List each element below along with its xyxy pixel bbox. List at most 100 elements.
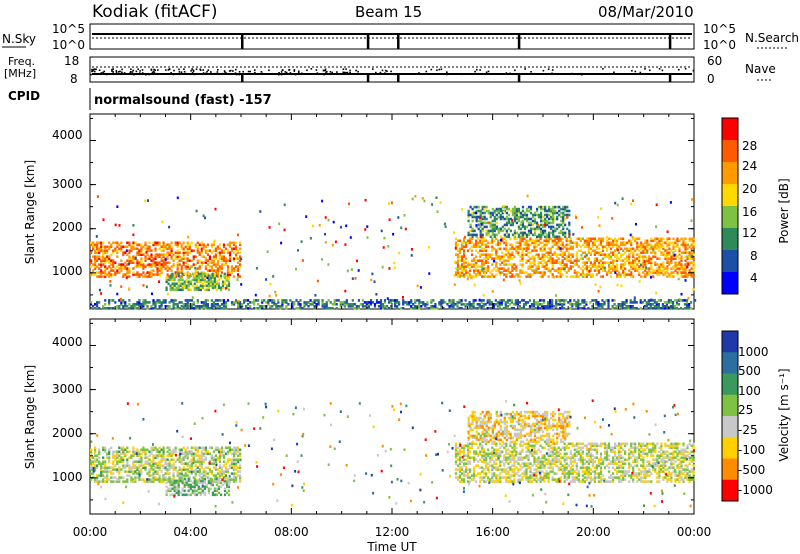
data-cell — [98, 462, 101, 465]
data-cell — [646, 249, 649, 252]
data-cell — [116, 255, 119, 258]
data-cell — [680, 292, 683, 296]
data-cell — [620, 263, 623, 266]
data-cell — [521, 253, 524, 256]
data-cell — [130, 245, 133, 249]
data-cell — [567, 239, 570, 243]
data-cell — [552, 215, 555, 219]
data-cell — [678, 263, 681, 266]
data-cell — [271, 301, 274, 304]
data-cell — [490, 307, 493, 310]
data-cell — [491, 213, 494, 217]
data-cell — [110, 245, 113, 249]
data-cell — [130, 249, 133, 252]
data-cell — [587, 265, 590, 268]
data-cell — [456, 263, 460, 266]
data-cell — [230, 303, 234, 306]
data-cell — [672, 247, 675, 251]
data-cell — [585, 273, 588, 276]
data-cell — [607, 305, 610, 308]
data-cell — [551, 241, 554, 245]
data-cell — [453, 274, 456, 277]
data-cell — [634, 269, 637, 272]
data-cell — [126, 267, 129, 270]
data-cell — [160, 305, 163, 308]
data-cell — [612, 267, 615, 270]
data-cell — [601, 245, 605, 249]
data-cell — [638, 255, 641, 258]
data-cell — [475, 275, 478, 278]
data-cell — [546, 221, 549, 225]
data-cell — [237, 275, 240, 278]
data-cell — [579, 237, 582, 241]
data-cell — [204, 303, 207, 306]
data-cell — [521, 235, 525, 239]
colorbar-segment — [722, 118, 738, 141]
data-cell — [224, 263, 228, 266]
data-cell — [209, 479, 212, 483]
data-cell — [599, 267, 603, 270]
data-cell — [184, 265, 187, 268]
data-cell — [94, 267, 97, 270]
data-cell — [544, 231, 547, 235]
data-cell — [317, 299, 320, 302]
data-cell — [228, 271, 232, 274]
data-cell — [690, 219, 693, 222]
data-cell — [204, 299, 207, 302]
data-cell — [176, 253, 179, 256]
data-cell — [531, 223, 535, 227]
data-cell — [597, 301, 600, 304]
data-cell — [487, 209, 490, 213]
data-cell — [618, 271, 621, 274]
data-cell — [577, 478, 580, 481]
data-cell — [551, 263, 554, 266]
data-cell — [529, 207, 533, 211]
data-cell — [188, 476, 191, 479]
power-colorbar-label: Power [dB] — [777, 178, 791, 243]
data-cell — [132, 247, 135, 251]
data-cell — [184, 462, 187, 465]
data-cell — [561, 273, 564, 276]
data-cell — [503, 241, 506, 245]
data-cell — [579, 245, 582, 249]
data-cell — [509, 255, 512, 258]
data-cell — [176, 271, 179, 274]
data-cell — [176, 267, 179, 270]
data-cell — [550, 231, 553, 235]
data-cell — [175, 481, 178, 485]
data-cell — [612, 253, 615, 256]
freq-point — [326, 70, 328, 73]
data-cell — [517, 275, 520, 278]
data-cell — [560, 207, 563, 211]
data-cell — [630, 267, 633, 270]
data-cell — [166, 446, 169, 450]
data-cell — [398, 301, 401, 304]
data-cell — [214, 271, 217, 274]
data-cell — [692, 269, 695, 272]
data-cell — [618, 273, 621, 276]
data-cell — [353, 303, 356, 306]
data-cell — [680, 478, 683, 481]
data-cell — [327, 218, 330, 222]
data-cell — [622, 249, 625, 252]
data-cell — [94, 452, 97, 456]
data-cell — [597, 251, 601, 254]
data-cell — [495, 237, 498, 241]
data-cell — [181, 288, 184, 292]
data-cell — [503, 233, 506, 237]
data-cell — [132, 462, 135, 465]
freq-point — [384, 69, 387, 72]
data-cell — [220, 265, 224, 268]
data-cell — [560, 229, 563, 233]
data-cell — [112, 472, 115, 475]
data-cell — [682, 251, 685, 254]
data-cell — [193, 282, 196, 286]
data-cell — [104, 466, 107, 469]
data-cell — [513, 231, 516, 235]
data-cell — [162, 480, 165, 483]
data-cell — [126, 241, 129, 245]
data-cell — [632, 199, 634, 202]
data-cell — [660, 271, 663, 274]
data-cell — [186, 275, 189, 278]
data-cell — [537, 253, 540, 256]
